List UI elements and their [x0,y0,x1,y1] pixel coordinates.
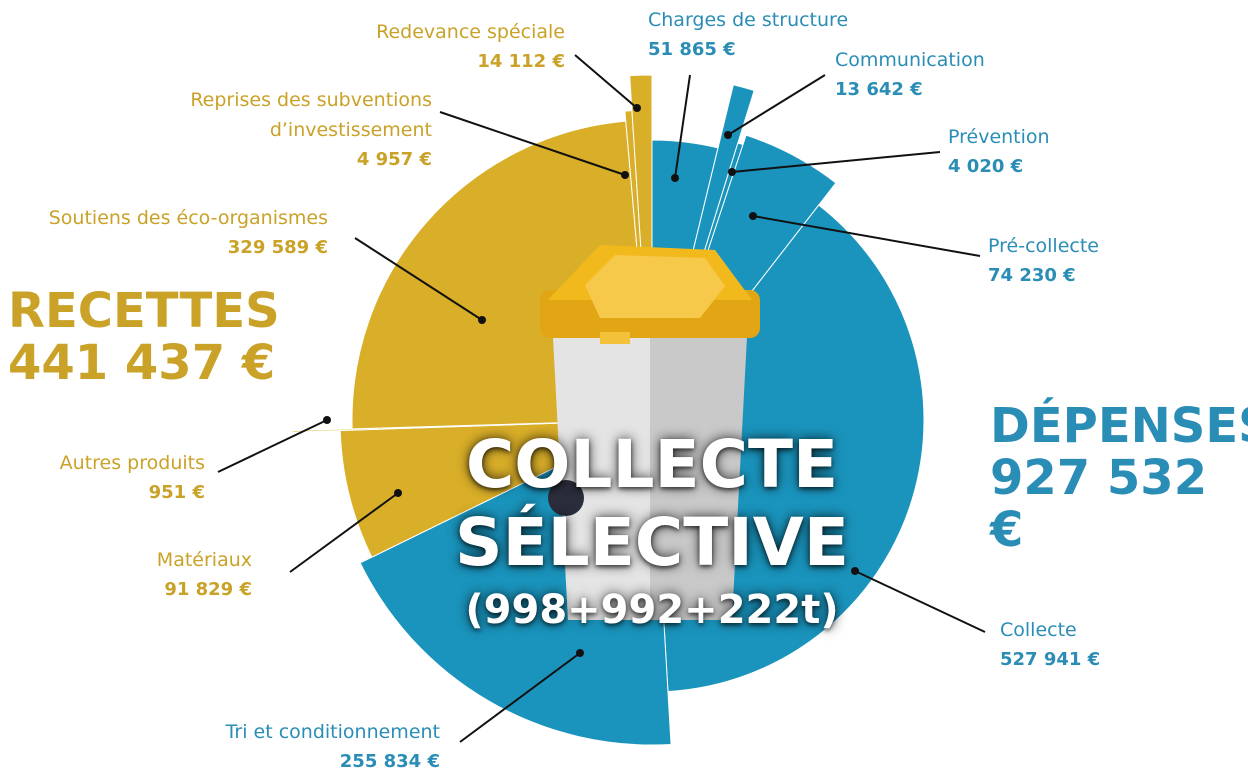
slice-label: Reprises des subventions d’investissemen… [162,85,432,175]
leader-line [459,652,581,743]
leader-dot [478,316,486,324]
value-label: 951 € [148,482,205,503]
slice-label: Charges de structure 51 865 € [648,5,948,65]
slice-label: Matériaux 91 829 € [0,545,252,605]
leader-dot [576,649,584,657]
value-label: 4 957 € [356,149,432,170]
leader-line [289,492,399,573]
category-label: Pré-collecte [988,235,1099,257]
leader-line [727,74,826,136]
value-label: 51 865 € [648,39,736,60]
leader-dot [724,131,732,139]
leader-line [354,237,483,321]
leader-dot [728,168,736,176]
leader-line [731,151,941,173]
leader-dot [621,171,629,179]
category-label: Collecte [1000,619,1077,641]
leader-line [752,215,981,257]
center-title: SÉLECTIVE [455,504,849,581]
slice-label: Collecte 527 941 € [1000,615,1248,675]
value-label: 91 829 € [164,579,252,600]
slice-label: Pré-collecte 74 230 € [988,231,1248,291]
leader-dot [671,174,679,182]
center-title: COLLECTE [465,426,839,503]
group-total: 441 437 € [8,335,276,391]
value-label: 74 230 € [988,265,1076,286]
leader-dot [394,489,402,497]
group-name: DÉPENSES [990,398,1248,454]
center-subtitle: (998+992+222t) [465,587,839,633]
leader-dot [749,212,757,220]
group-total: 927 532 € [990,450,1208,558]
leader-line [217,419,328,473]
value-label: 527 941 € [1000,649,1101,670]
slice-label: Autres produits 951 € [0,448,205,508]
slice-label: Tri et conditionnement 255 834 € [140,717,440,777]
category-label: Matériaux [156,549,252,571]
category-label: Soutiens des éco-organismes [48,207,328,229]
value-label: 13 642 € [835,79,923,100]
leader-line [439,111,626,176]
leader-line [854,570,986,633]
leader-line [574,54,638,109]
category-label: Autres produits [59,452,205,474]
category-label: Communication [835,49,985,71]
category-label: Reprises des subventions d’investissemen… [190,89,432,141]
bin-illustration [540,245,760,620]
value-label: 14 112 € [477,51,565,72]
category-label: Tri et conditionnement [225,721,440,743]
value-label: 4 020 € [948,156,1024,177]
category-label: Prévention [948,126,1050,148]
group-name: RECETTES [8,283,280,339]
leader-line [674,74,691,179]
value-label: 329 589 € [227,237,328,258]
category-label: Charges de structure [648,9,849,31]
leader-dot [851,567,859,575]
leader-dot [633,104,641,112]
slice-label: Soutiens des éco-organismes 329 589 € [28,203,328,263]
slice-label: Prévention 4 020 € [948,122,1248,182]
category-label: Redevance spéciale [376,21,565,43]
leader-dot [323,416,331,424]
slice-label: Communication 13 642 € [835,45,1135,105]
value-label: 255 834 € [339,751,440,772]
slice-label: Redevance spéciale 14 112 € [265,17,565,77]
